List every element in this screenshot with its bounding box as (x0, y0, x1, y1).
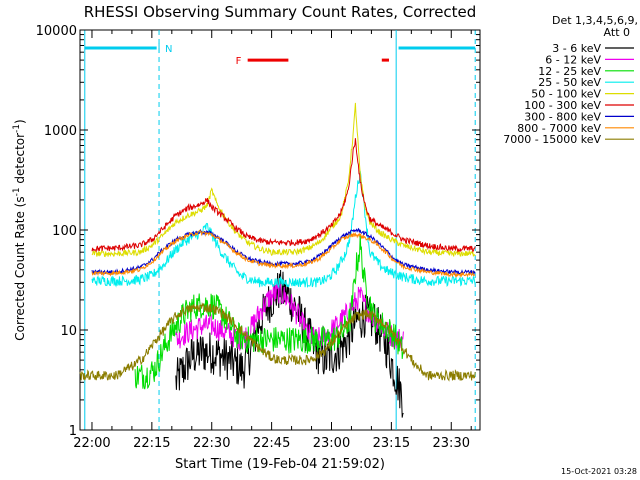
y-tick-label: 10000 (36, 24, 77, 39)
legend-label: 7000 - 15000 keV (503, 133, 601, 146)
series-line-1 (175, 280, 404, 351)
y-axis-label-end: ) (13, 119, 27, 124)
legend-label: 800 - 7000 keV (517, 122, 601, 135)
x-tick-label: 22:00 (73, 436, 110, 451)
legend-label: 50 - 100 keV (531, 88, 601, 101)
y-axis-label: Corrected Count Rate (s-1 detector-1) (12, 119, 27, 340)
series-line-2 (134, 234, 404, 390)
legend-label: 3 - 6 keV (552, 42, 601, 55)
series-line-7 (91, 229, 476, 278)
y-axis-label-main: Corrected Count Rate (s (13, 196, 27, 340)
x-tick-label: 23:15 (373, 436, 410, 451)
legend-header-line-2: Att 0 (604, 26, 630, 39)
y-tick-label: 1 (69, 424, 77, 439)
y-axis-label-sup2: -1 (12, 124, 22, 133)
y-axis: 1 10 100 1000 10000 (36, 24, 480, 439)
y-axis-label-sup1: -1 (12, 187, 22, 196)
flare-flag-label: F (236, 56, 242, 67)
x-axis-label: Start Time (19-Feb-04 21:59:02) (175, 457, 385, 472)
series-line-8 (79, 302, 476, 382)
legend-label: 25 - 50 keV (538, 76, 601, 89)
legend-label: 12 - 25 keV (538, 65, 601, 78)
chart-title: RHESSI Observing Summary Count Rates, Co… (84, 3, 477, 21)
annotation-layer: NF (84, 30, 476, 430)
y-tick-label: 10 (60, 324, 77, 339)
x-tick-label: 22:15 (133, 436, 170, 451)
series-layer (79, 102, 476, 418)
timestamp: 15-Oct-2021 03:28 (561, 467, 637, 476)
legend-label: 100 - 300 keV (524, 99, 601, 112)
y-tick-label: 100 (52, 224, 77, 239)
x-tick-label: 23:30 (433, 436, 470, 451)
series-line-3 (91, 170, 476, 290)
series-line-6 (91, 227, 476, 276)
legend-label: 300 - 800 keV (524, 110, 601, 123)
night-flag-label: N (165, 44, 172, 55)
x-tick-label: 22:45 (253, 436, 290, 451)
x-tick-label: 23:00 (313, 436, 350, 451)
legend-label: 6 - 12 keV (545, 53, 601, 66)
series-line-4 (91, 102, 476, 258)
y-axis-label-mid: detector (13, 133, 27, 188)
legend-header-line-1: Det 1,3,4,5,6,9, (552, 14, 638, 27)
y-tick-label: 1000 (44, 124, 77, 139)
x-tick-label: 22:30 (193, 436, 230, 451)
x-axis: 22:00 22:15 22:30 22:45 23:00 23:15 23:30 (73, 30, 472, 451)
series-line-5 (91, 138, 476, 253)
